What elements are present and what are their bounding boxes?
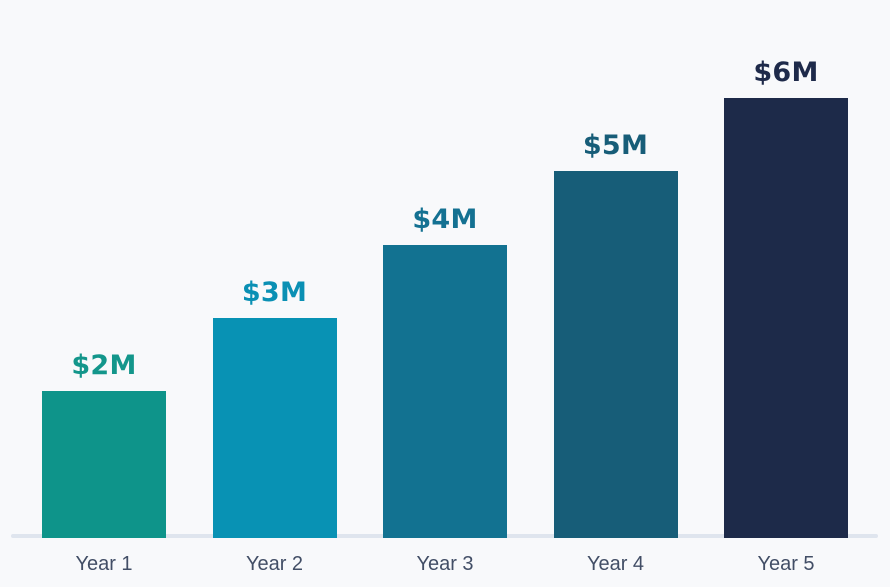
bar-year-4 <box>553 171 678 538</box>
bar-value-label-year-1: $2M <box>71 350 137 382</box>
bar-value-label-year-4: $5M <box>582 130 649 162</box>
x-axis-tick-label-year-1: Year 1 <box>75 553 133 575</box>
x-axis-tick-label-year-5: Year 5 <box>757 553 815 575</box>
bar-year-2 <box>212 318 337 538</box>
bar-year-5 <box>724 98 848 538</box>
x-axis-tick-label-year-2: Year 2 <box>245 553 304 575</box>
bar-year-1 <box>42 391 166 538</box>
bar-value-label-year-3: $4M <box>412 203 478 235</box>
bar-value-label-year-2: $3M <box>241 277 308 308</box>
bar-value-label-year-5: $6M <box>753 57 819 88</box>
x-axis-tick-label-year-3: Year 3 <box>416 553 474 575</box>
x-axis-tick-label-year-4: Year 4 <box>586 553 645 575</box>
bar-year-3 <box>383 244 507 538</box>
